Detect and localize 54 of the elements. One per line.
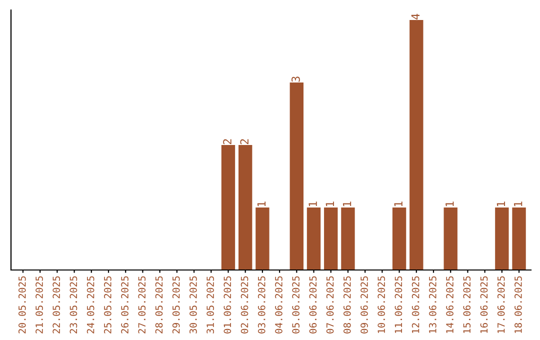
data-label: 2 — [240, 139, 248, 144]
bar — [238, 145, 252, 270]
x-tick-label: 01.06.2025 — [224, 276, 232, 334]
x-tick-label: 11.06.2025 — [394, 276, 402, 333]
x-tick-label: 04.06.2025 — [275, 276, 282, 334]
bar — [495, 208, 509, 270]
data-label: 1 — [394, 202, 402, 206]
data-label: 1 — [514, 202, 522, 206]
x-tick-label: 09.06.2025 — [360, 276, 368, 334]
x-tick-label: 16.06.2025 — [480, 276, 488, 333]
x-tick-label: 17.06.2025 — [497, 276, 505, 333]
x-tick-label: 14.06.2025 — [446, 276, 454, 333]
x-tick-label: 15.06.2025 — [463, 276, 471, 333]
x-tick-label: 20.05.2025 — [18, 276, 26, 334]
x-tick-label: 06.06.2025 — [309, 276, 317, 334]
x-tick-label: 05.06.2025 — [292, 276, 300, 334]
data-label: 1 — [257, 202, 266, 206]
x-tick-label: 22.05.2025 — [52, 276, 60, 334]
bar — [290, 82, 304, 270]
x-tick-label: 31.05.2025 — [206, 276, 214, 334]
x-tick-label: 07.06.2025 — [326, 276, 334, 334]
data-label: 1 — [342, 202, 352, 206]
x-tick-label: 28.05.2025 — [155, 276, 163, 334]
bar — [512, 208, 526, 270]
x-tick-label: 30.05.2025 — [190, 276, 197, 334]
x-tick-label: 12.06.2025 — [412, 276, 420, 333]
bar — [341, 208, 355, 270]
x-tick-label: 27.05.2025 — [138, 276, 146, 334]
x-tick-label: 23.05.2025 — [70, 276, 78, 334]
data-label: 1 — [446, 202, 454, 206]
bar — [221, 145, 236, 270]
x-tick-label: 02.06.2025 — [240, 276, 248, 334]
data-label: 1 — [326, 202, 334, 206]
data-label: 2 — [223, 139, 232, 144]
data-label: 4 — [411, 14, 420, 20]
x-tick-label: 29.05.2025 — [172, 276, 180, 334]
data-label: 3 — [292, 76, 300, 82]
data-label: 1 — [496, 202, 506, 206]
bar — [324, 208, 338, 270]
x-tick-label: 18.06.2025 — [514, 276, 522, 333]
x-tick-label: 13.06.2025 — [428, 276, 436, 333]
bar — [444, 208, 458, 270]
x-tick-label: 21.05.2025 — [36, 276, 43, 334]
data-label: 1 — [308, 202, 317, 206]
x-tick-label: 26.05.2025 — [121, 276, 128, 334]
x-tick-label: 08.06.2025 — [343, 276, 351, 334]
x-tick-label: 25.05.2025 — [104, 276, 112, 334]
bar — [392, 208, 406, 270]
x-tick-label: 03.06.2025 — [258, 276, 266, 334]
bar — [306, 208, 321, 270]
bar — [410, 20, 424, 270]
x-tick-label: 10.06.2025 — [378, 276, 386, 333]
x-tick-label: 24.05.2025 — [86, 276, 94, 334]
bar — [256, 208, 270, 270]
